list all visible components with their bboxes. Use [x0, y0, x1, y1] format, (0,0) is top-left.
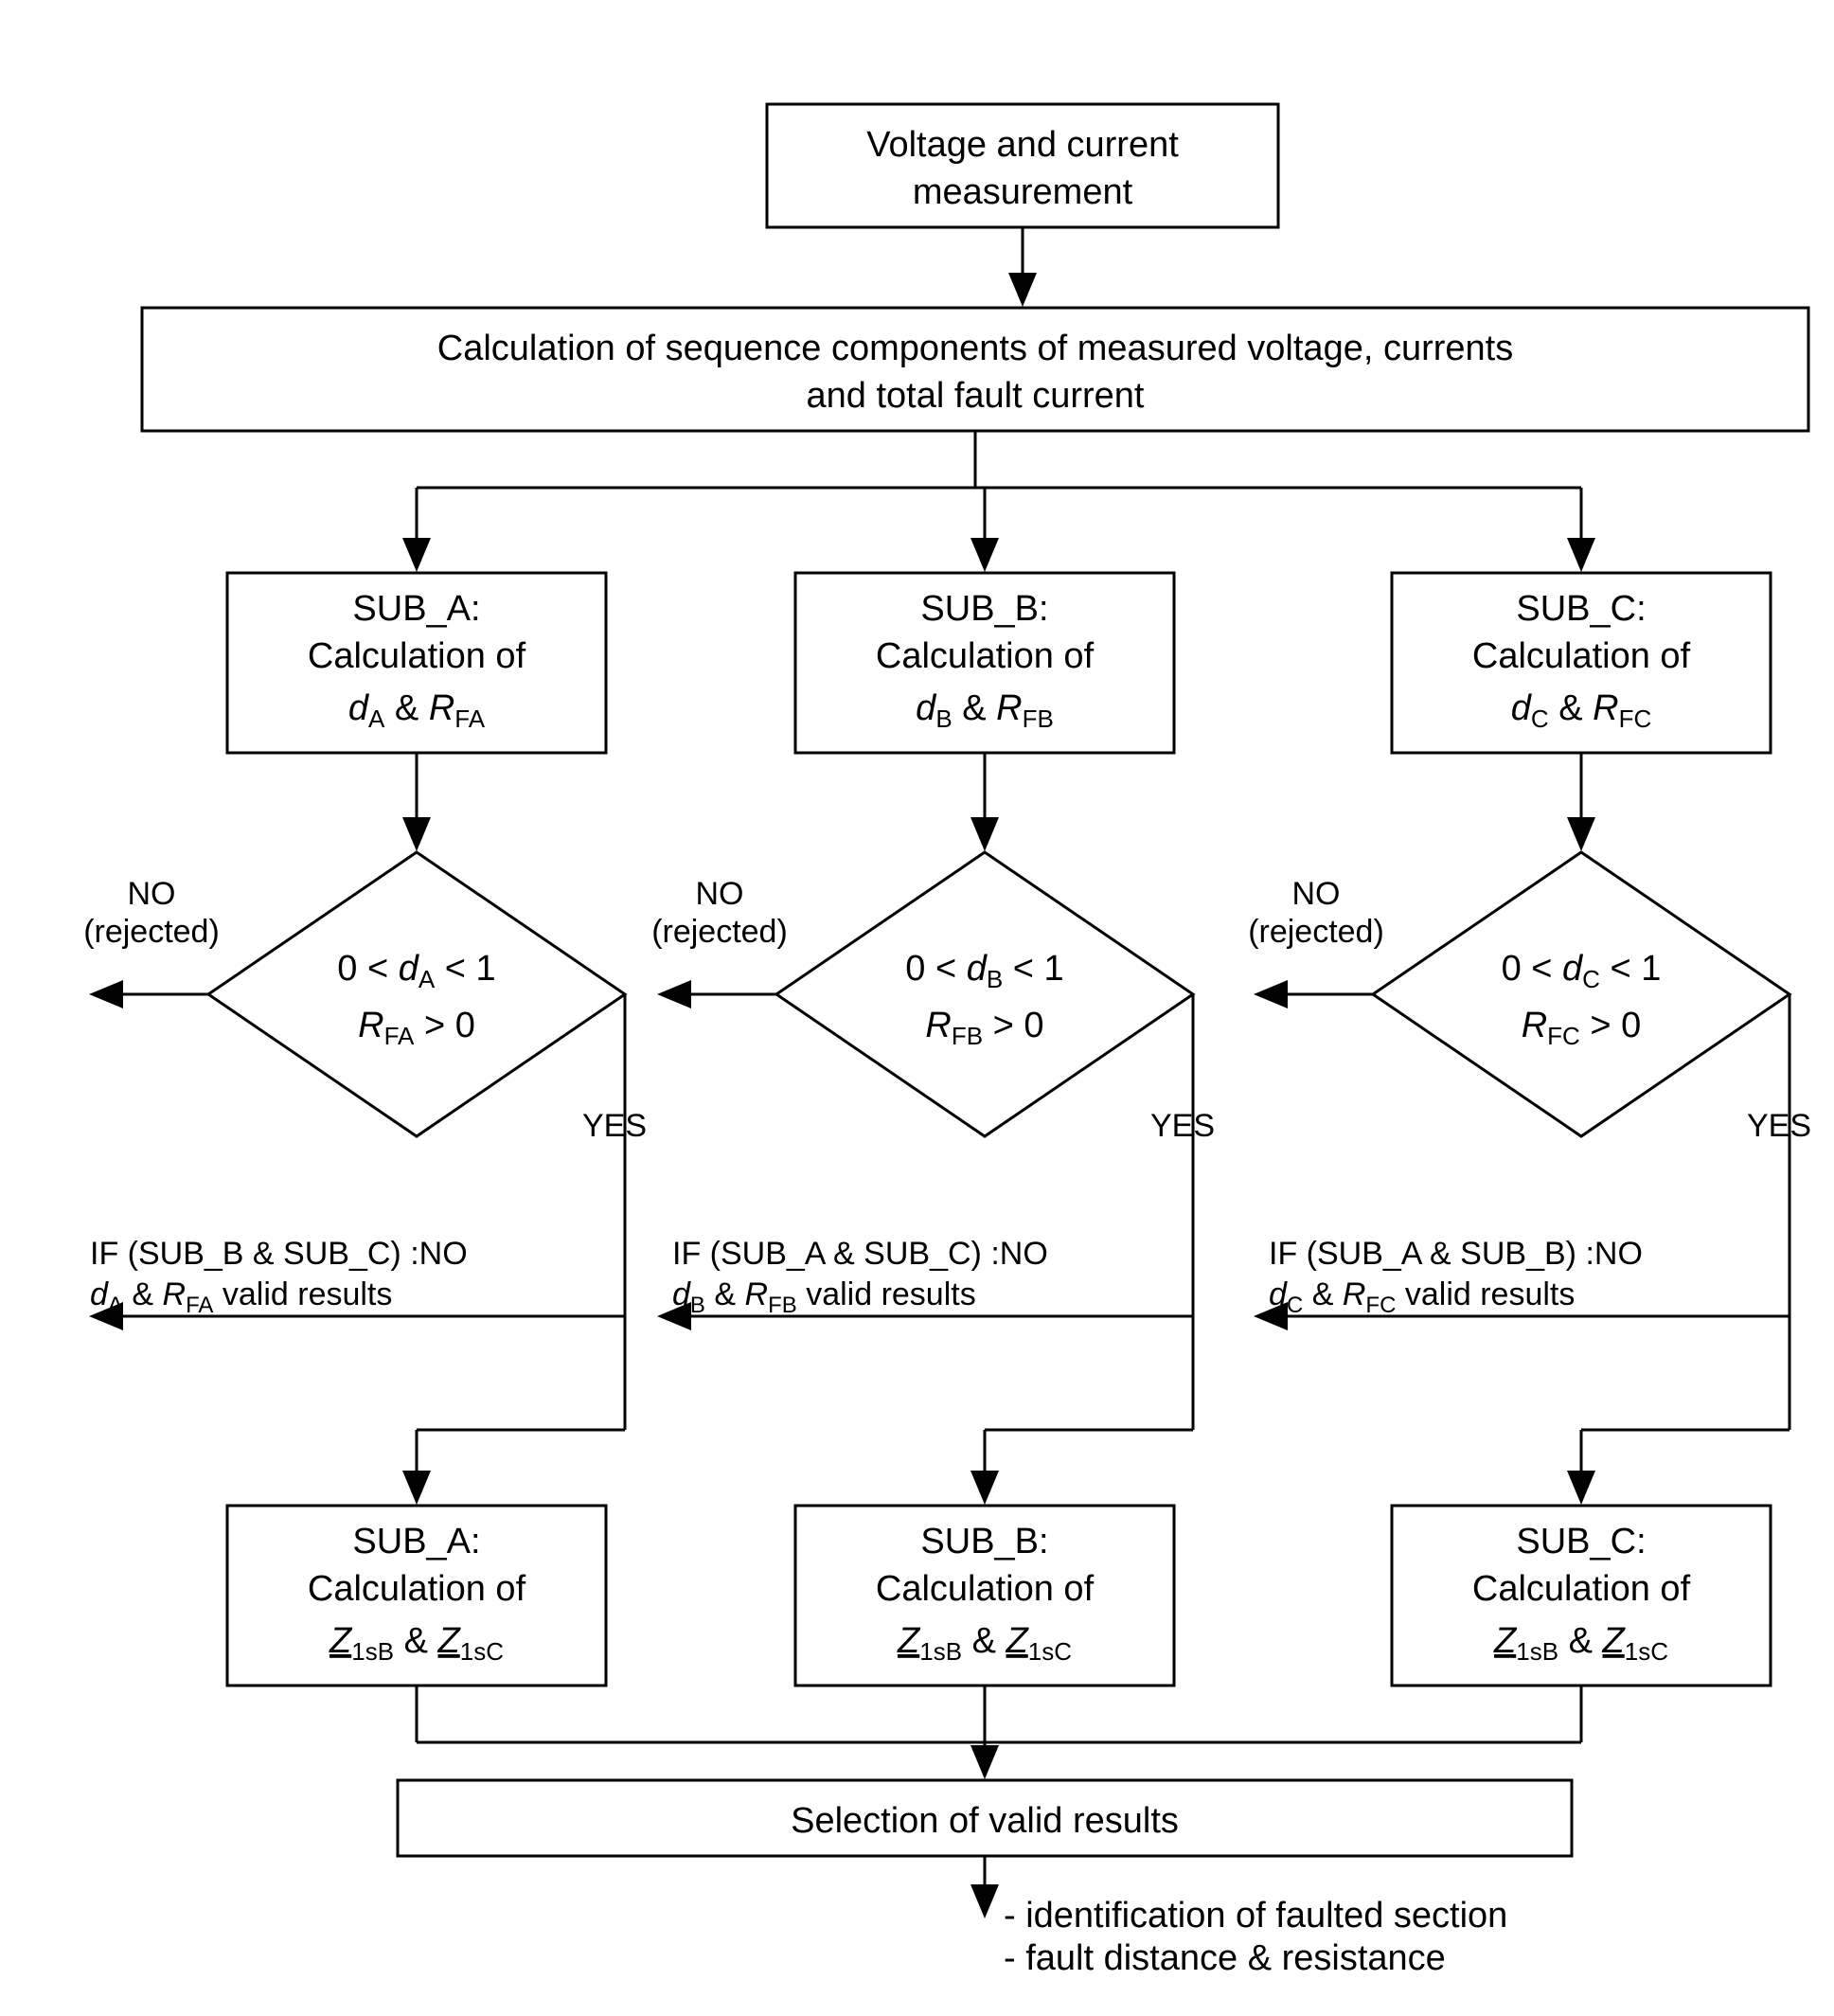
subB2-title: SUB_B: — [920, 1522, 1048, 1561]
ifB-line2: dB & RFB valid results — [672, 1276, 976, 1318]
rejC: (rejected) — [1248, 914, 1384, 950]
n1-line1: Voltage and current — [866, 125, 1179, 165]
out1: - identification of faulted section — [1004, 1896, 1507, 1936]
flowchart-svg: Voltage and current measurement Calculat… — [38, 38, 1834, 1978]
n1-line2: measurement — [913, 172, 1133, 212]
ifA-line2: dA & RFA valid results — [90, 1276, 392, 1318]
rejA: (rejected) — [83, 914, 220, 950]
final-text: Selection of valid results — [791, 1801, 1179, 1841]
ifA-line1: IF (SUB_B & SUB_C) :NO — [90, 1236, 468, 1272]
subA2-title: SUB_A: — [352, 1522, 480, 1561]
diamond-A — [208, 852, 625, 1136]
subA2-line2: Calculation of — [308, 1569, 526, 1609]
out2: - fault distance & resistance — [1004, 1938, 1446, 1978]
subB1-title: SUB_B: — [920, 589, 1048, 629]
yesB: YES — [1150, 1108, 1215, 1144]
n2-line1: Calculation of sequence components of me… — [437, 329, 1513, 368]
n2-line2: and total fault current — [807, 376, 1145, 416]
diamond-C — [1373, 852, 1789, 1136]
diamB-line1: 0 < dB < 1 — [905, 949, 1063, 993]
rejB: (rejected) — [651, 914, 788, 950]
noA: NO — [128, 876, 176, 912]
diamond-B — [776, 852, 1193, 1136]
subC2-title: SUB_C: — [1516, 1522, 1646, 1561]
subA1-title: SUB_A: — [352, 589, 480, 629]
noB: NO — [696, 876, 744, 912]
subC1-title: SUB_C: — [1516, 589, 1646, 629]
ifB-line1: IF (SUB_A & SUB_C) :NO — [672, 1236, 1048, 1272]
diamA-line2: RFA > 0 — [358, 1006, 475, 1050]
diamC-line1: 0 < dC < 1 — [1502, 949, 1662, 993]
subB2-line2: Calculation of — [876, 1569, 1095, 1609]
subC1-line2: Calculation of — [1472, 636, 1691, 676]
diamC-line2: RFC > 0 — [1522, 1006, 1642, 1050]
subA1-line2: Calculation of — [308, 636, 526, 676]
diamB-line2: RFB > 0 — [925, 1006, 1043, 1050]
subC2-line2: Calculation of — [1472, 1569, 1691, 1609]
subB1-line2: Calculation of — [876, 636, 1095, 676]
yesC: YES — [1747, 1108, 1811, 1144]
diamA-line1: 0 < dA < 1 — [337, 949, 495, 993]
yesA: YES — [582, 1108, 647, 1144]
ifC-line2: dC & RFC valid results — [1269, 1276, 1575, 1318]
ifC-line1: IF (SUB_A & SUB_B) :NO — [1269, 1236, 1643, 1272]
noC: NO — [1292, 876, 1341, 912]
